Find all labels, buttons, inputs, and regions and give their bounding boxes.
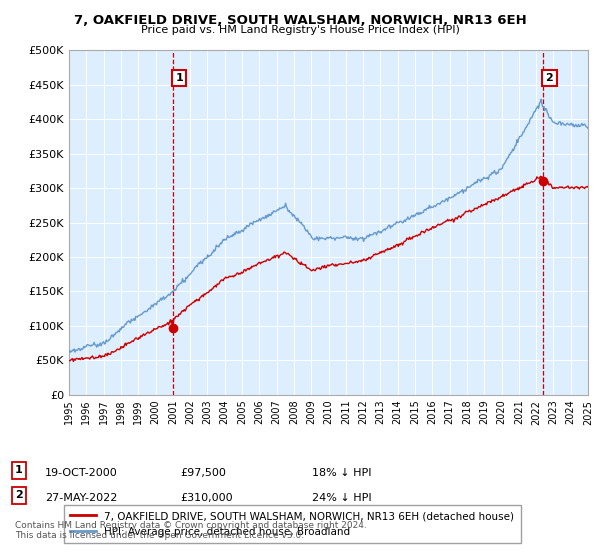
Legend: 7, OAKFIELD DRIVE, SOUTH WALSHAM, NORWICH, NR13 6EH (detached house), HPI: Avera: 7, OAKFIELD DRIVE, SOUTH WALSHAM, NORWIC… <box>64 505 521 543</box>
Text: 18% ↓ HPI: 18% ↓ HPI <box>312 468 371 478</box>
Text: 2: 2 <box>545 73 553 83</box>
Text: £310,000: £310,000 <box>180 493 233 503</box>
Text: Contains HM Land Registry data © Crown copyright and database right 2024.
This d: Contains HM Land Registry data © Crown c… <box>15 521 367 540</box>
Text: 1: 1 <box>15 465 23 475</box>
Text: 24% ↓ HPI: 24% ↓ HPI <box>312 493 371 503</box>
Text: 27-MAY-2022: 27-MAY-2022 <box>45 493 118 503</box>
Text: £97,500: £97,500 <box>180 468 226 478</box>
Text: 19-OCT-2000: 19-OCT-2000 <box>45 468 118 478</box>
Text: 2: 2 <box>15 491 23 501</box>
Text: 1: 1 <box>175 73 183 83</box>
Text: 7, OAKFIELD DRIVE, SOUTH WALSHAM, NORWICH, NR13 6EH: 7, OAKFIELD DRIVE, SOUTH WALSHAM, NORWIC… <box>74 14 526 27</box>
Text: Price paid vs. HM Land Registry's House Price Index (HPI): Price paid vs. HM Land Registry's House … <box>140 25 460 35</box>
